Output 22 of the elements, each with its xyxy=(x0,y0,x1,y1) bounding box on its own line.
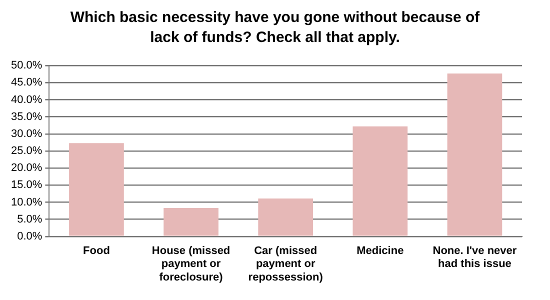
x-tick-label: Medicine xyxy=(356,245,404,258)
y-tick-label: 50.0% xyxy=(10,60,42,72)
x-tick-label: Car (missed payment or repossession) xyxy=(248,245,324,284)
y-tick-label: 45.0% xyxy=(10,76,42,89)
bar xyxy=(69,143,124,236)
y-tick-label: 10.0% xyxy=(10,196,42,208)
y-tick-label: 40.0% xyxy=(10,94,42,106)
bar xyxy=(164,208,218,236)
y-tick-label: 35.0% xyxy=(10,110,42,123)
chart-title: Which basic necessity have you gone without because of lack of funds? Check all that apply. xyxy=(69,8,481,48)
bar xyxy=(447,73,502,236)
y-tick-label: 30.0% xyxy=(10,128,42,140)
y-tick-label: 15.0% xyxy=(10,179,42,192)
y-tick-label: 25.0% xyxy=(10,145,42,158)
y-tick-label: 5.0% xyxy=(17,213,42,226)
x-tick-label: House (missed payment or foreclosure) xyxy=(152,245,230,284)
y-tick-label: 0.0% xyxy=(17,230,42,242)
bar xyxy=(258,198,314,236)
y-tick-label: 20.0% xyxy=(10,162,42,174)
x-tick-label: Food xyxy=(83,245,110,258)
x-tick-label: None. I've never had this issue xyxy=(432,245,518,270)
bar xyxy=(352,126,408,236)
